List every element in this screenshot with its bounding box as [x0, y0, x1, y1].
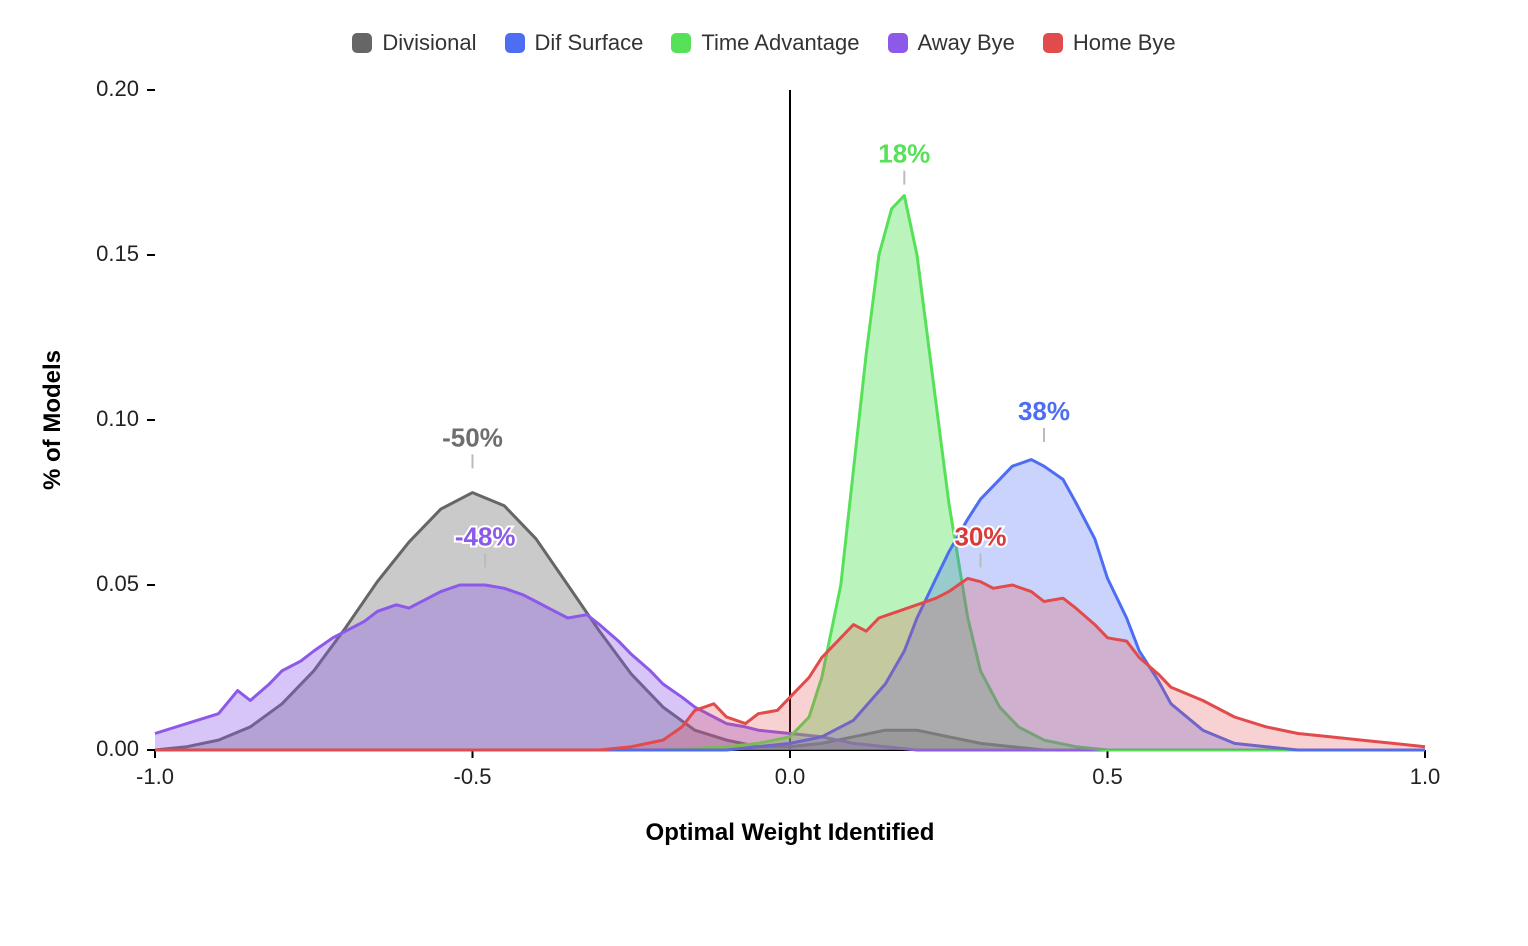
- chart-container: 0.00 0.05 0.10 0.15 0.20 -1.0 -0.5 0.0 0.5 1.0 -50…: [0, 0, 1528, 946]
- x-tick-label: 0.0: [775, 764, 806, 789]
- legend-label: Away Bye: [918, 30, 1015, 56]
- legend-item[interactable]: Home Bye: [1043, 30, 1176, 56]
- legend-item[interactable]: Divisional: [352, 30, 476, 56]
- peak-label: 30%: [954, 521, 1006, 551]
- legend-item[interactable]: Away Bye: [888, 30, 1015, 56]
- legend-label: Home Bye: [1073, 30, 1176, 56]
- peak-label: 38%: [1018, 396, 1070, 426]
- legend-swatch: [1043, 33, 1063, 53]
- legend-swatch: [671, 33, 691, 53]
- peak-label: 18%: [878, 139, 930, 169]
- legend-swatch: [505, 33, 525, 53]
- peak-label: -50%: [442, 422, 503, 452]
- y-tick-label: 0.00: [96, 736, 139, 761]
- legend-item[interactable]: Dif Surface: [505, 30, 644, 56]
- y-tick-label: 0.10: [96, 406, 139, 431]
- x-tick-label: -0.5: [454, 764, 492, 789]
- x-tick-label: -1.0: [136, 764, 174, 789]
- legend-swatch: [352, 33, 372, 53]
- peak-label: -48%: [455, 521, 516, 551]
- y-tick-label: 0.15: [96, 241, 139, 266]
- legend-item[interactable]: Time Advantage: [671, 30, 859, 56]
- legend-label: Divisional: [382, 30, 476, 56]
- chart-bg: [0, 0, 1528, 946]
- legend-swatch: [888, 33, 908, 53]
- legend-label: Dif Surface: [535, 30, 644, 56]
- density-chart: 0.00 0.05 0.10 0.15 0.20 -1.0 -0.5 0.0 0.5 1.0 -50…: [0, 0, 1528, 946]
- x-axis-label: Optimal Weight Identified: [646, 819, 935, 846]
- y-tick-label: 0.20: [96, 76, 139, 101]
- legend-label: Time Advantage: [701, 30, 859, 56]
- y-axis-label: % of Models: [39, 350, 66, 490]
- x-tick-label: 0.5: [1092, 764, 1123, 789]
- legend: Divisional Dif Surface Time Advantage Away …: [0, 30, 1528, 70]
- x-tick-label: 1.0: [1410, 764, 1441, 789]
- y-tick-label: 0.05: [96, 571, 139, 596]
